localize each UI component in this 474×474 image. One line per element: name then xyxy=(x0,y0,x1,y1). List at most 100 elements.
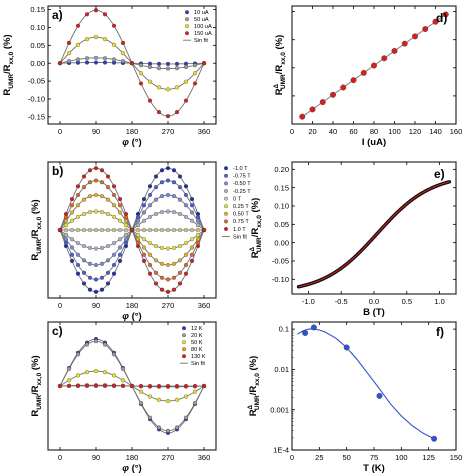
data-point xyxy=(138,63,144,68)
data-point xyxy=(174,425,180,430)
data-point xyxy=(171,261,177,266)
data-point xyxy=(141,203,147,208)
data-point xyxy=(66,366,72,371)
y-axis-label: RUMR/Rxx,0 (%) xyxy=(2,34,15,95)
data-point xyxy=(75,241,81,246)
data-point xyxy=(81,244,87,249)
data-point xyxy=(81,281,87,286)
data-point xyxy=(159,287,165,292)
data-point xyxy=(177,281,183,286)
data-point xyxy=(171,210,177,215)
data-point xyxy=(138,81,144,86)
data-point xyxy=(183,98,189,103)
data-point xyxy=(117,245,123,250)
legend-entry: 1.0 T xyxy=(233,227,246,233)
data-point xyxy=(135,243,141,249)
y-axis-label-part: R xyxy=(248,409,259,416)
data-point xyxy=(120,59,126,64)
legend-entry: 50 uA xyxy=(194,17,209,23)
y-axis-label-part: xx,0 xyxy=(8,51,15,64)
data-point xyxy=(66,51,72,56)
data-point xyxy=(183,241,189,246)
data-point xyxy=(123,227,129,233)
data-point xyxy=(165,277,171,282)
data-point xyxy=(117,227,123,233)
panel-label: a) xyxy=(52,8,63,22)
data-point xyxy=(87,275,93,280)
data-point xyxy=(141,237,147,242)
data-point xyxy=(156,66,162,71)
x-tick-label: 270 xyxy=(162,301,175,310)
data-point xyxy=(159,194,165,199)
data-point xyxy=(81,227,87,233)
data-point xyxy=(102,37,108,42)
data-point xyxy=(87,261,93,266)
data-point xyxy=(189,210,195,215)
y-axis-label-part: Δ xyxy=(248,404,254,409)
data-point xyxy=(195,215,201,220)
data-point xyxy=(99,227,105,233)
data-point xyxy=(156,110,162,115)
legend-marker xyxy=(224,189,228,193)
data-point xyxy=(330,91,336,98)
data-point xyxy=(183,252,189,257)
legend-entry-fit: Sin fit xyxy=(191,361,205,367)
data-point xyxy=(147,184,153,189)
x-tick-label: 40 xyxy=(329,127,337,136)
data-point xyxy=(99,261,105,266)
data-point xyxy=(138,383,144,389)
data-point xyxy=(412,33,418,40)
legend-entry-fit: Sin fit xyxy=(194,38,208,44)
y-axis-label-part: /R xyxy=(274,65,285,75)
data-point xyxy=(192,63,198,68)
y-tick-label: -0.05 xyxy=(28,77,45,86)
data-point xyxy=(69,227,75,233)
data-point xyxy=(111,214,117,219)
data-point xyxy=(93,60,99,65)
data-point xyxy=(159,180,165,185)
data-point xyxy=(192,383,198,389)
data-point xyxy=(87,210,93,215)
data-point xyxy=(183,64,189,70)
data-point xyxy=(105,281,111,286)
data-point xyxy=(105,244,111,249)
y-axis-label-part: (%) xyxy=(30,199,41,216)
x-tick-label: 360 xyxy=(198,127,211,136)
y-axis-label: RUMR/Rxx,0 (%) xyxy=(30,199,43,260)
data-point xyxy=(195,218,201,223)
data-point xyxy=(195,243,201,249)
data-point xyxy=(135,223,141,228)
data-point xyxy=(183,394,189,399)
legend-marker xyxy=(182,326,186,331)
panel-a-data xyxy=(57,8,207,119)
data-point xyxy=(93,227,99,233)
data-point xyxy=(147,214,153,219)
x-axis-symbol: φ xyxy=(122,137,129,148)
data-point xyxy=(141,210,147,215)
legend-marker xyxy=(224,166,228,171)
x-tick-label: 1.0 xyxy=(434,297,444,306)
data-point xyxy=(171,194,177,199)
x-tick-label: 270 xyxy=(162,453,175,462)
legend-entry: 0.75 T xyxy=(233,219,249,225)
data-point xyxy=(75,184,81,189)
y-axis-label: RΔUMR/Rxx,0 (%) xyxy=(250,198,263,259)
data-point xyxy=(195,237,201,242)
legend-entry: -1.0 T xyxy=(233,166,248,172)
x-axis-label: T (K) xyxy=(363,463,385,474)
x-tick-label: 90 xyxy=(92,453,100,462)
data-point xyxy=(171,245,177,250)
data-point xyxy=(350,77,357,84)
data-point xyxy=(84,37,90,42)
legend-entry: 12 K xyxy=(191,326,203,332)
data-point xyxy=(93,178,99,183)
data-point xyxy=(102,383,108,388)
legend-marker xyxy=(185,24,189,29)
data-point xyxy=(171,287,177,292)
data-point xyxy=(105,227,111,233)
x-tick-label: 0.5 xyxy=(402,297,412,306)
y-axis-label-part: xx,0 xyxy=(254,373,261,386)
x-tick-label: 360 xyxy=(198,301,211,310)
data-point xyxy=(376,392,383,399)
